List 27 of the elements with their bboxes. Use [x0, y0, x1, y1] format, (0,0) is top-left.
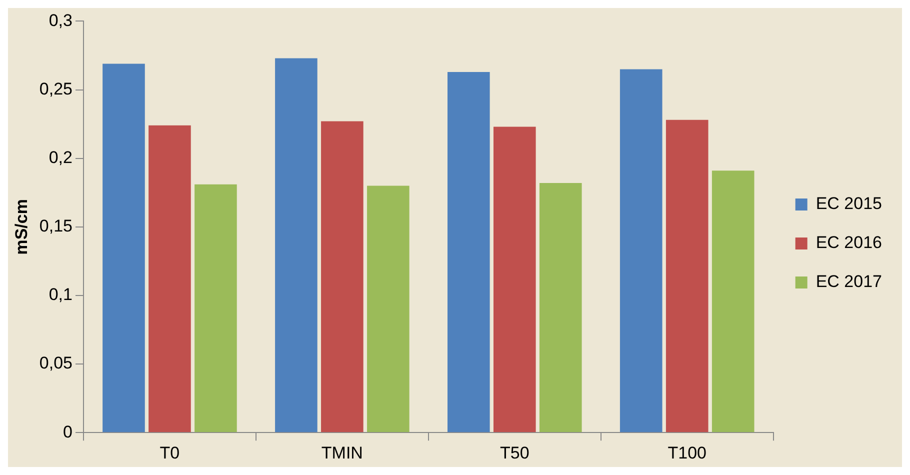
bar: [194, 184, 237, 432]
x-tick-label: T50: [500, 443, 530, 462]
bar: [367, 186, 410, 432]
bar: [712, 170, 754, 432]
bar: [620, 69, 662, 432]
x-tick-label: TMIN: [321, 443, 363, 462]
bar: [666, 120, 708, 432]
y-tick-label: 0,15: [39, 216, 72, 236]
y-tick-label: 0: [63, 422, 72, 442]
bar: [448, 72, 490, 432]
y-axis-title: mS/cm: [12, 199, 31, 255]
y-tick-label: 0,25: [39, 79, 72, 98]
y-tick-label: 0,3: [48, 10, 72, 30]
x-tick-label: T100: [668, 443, 706, 462]
bar: [102, 64, 145, 432]
bar: [321, 121, 364, 432]
legend-label: EC 2015: [816, 194, 882, 214]
x-tick-label: T0: [160, 443, 180, 462]
y-tick-label: 0,2: [48, 148, 72, 168]
bar: [493, 126, 536, 432]
bar: [275, 58, 318, 432]
legend-label: EC 2016: [816, 233, 882, 252]
bar: [148, 125, 191, 432]
legend-label: EC 2017: [816, 272, 882, 292]
bar: [539, 183, 582, 432]
y-tick-label: 0,1: [48, 285, 72, 304]
y-tick-label: 0,05: [39, 354, 72, 373]
